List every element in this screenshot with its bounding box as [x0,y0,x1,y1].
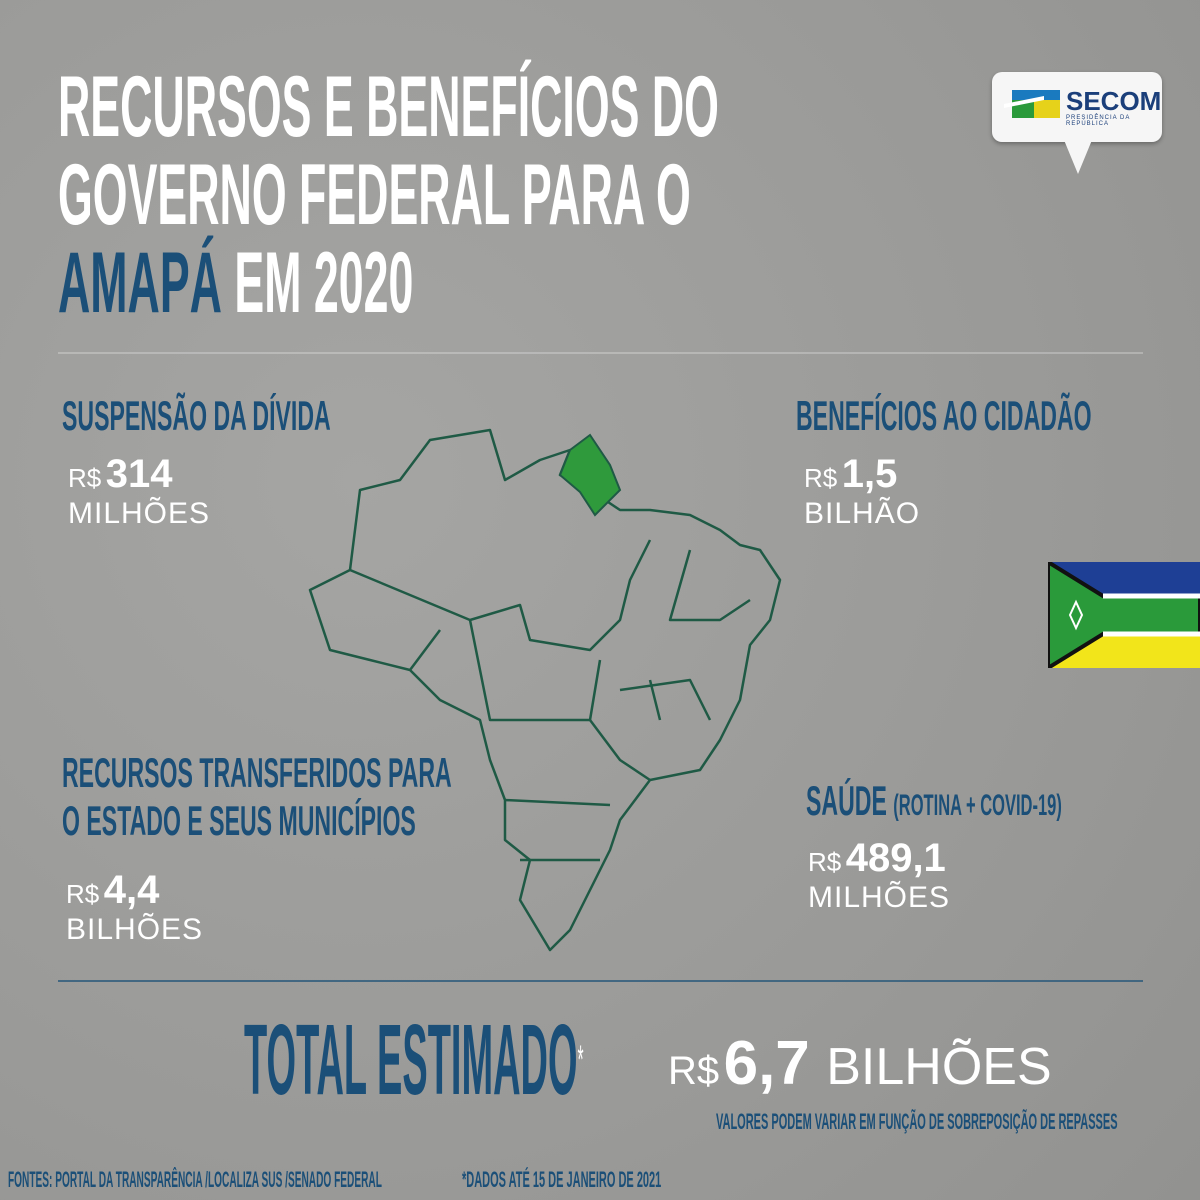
total-label: TOTAL ESTIMADO* [244,1004,584,1116]
amapa-state-highlight [558,433,622,517]
section-title-health: SAÚDE (ROTINA + COVID-19) [806,777,1062,824]
secom-logo: SECOM PRESIDÊNCIA DA REPÚBLICA [992,72,1162,174]
logo-name: SECOM [1066,86,1162,116]
logo-subtitle: PRESIDÊNCIA DA REPÚBLICA [1066,115,1131,127]
title-line-1: RECURSOS E BENEFÍCIOS DO [58,59,719,155]
footer-date-note: *DADOS ATÉ 15 DE JANEIRO DE 2021 [462,1167,662,1192]
state-borders [349,539,652,652]
footer-sources: FONTES: PORTAL DA TRANSPARÊNCIA /LOCALIZ… [8,1167,382,1192]
total-amount: R$ 6,7 BILHÕES [668,1029,1052,1098]
section-title-benefits: BENEFÍCIOS AO CIDADÃO [796,392,1092,439]
transfers-amount: R$ 4,4 BILHÕES [66,868,204,946]
state-borders [589,678,712,782]
state-borders [504,549,751,862]
section-title-debt: SUSPENSÃO DA DÍVIDA [62,392,331,439]
secom-emblem-icon [1004,90,1060,118]
total-note: VALORES PODEM VARIAR EM FUNÇÃO DE SOBREP… [716,1109,1118,1134]
title-line-2: GOVERNO FEDERAL PARA O [58,147,691,243]
state-borders [468,619,602,722]
section-title-transfers-1: RECURSOS TRANSFERIDOS PARA [62,749,452,796]
debt-amount: R$ 314 MILHÕES [68,452,211,530]
total-divider [58,980,1143,982]
brazil-map [308,428,782,952]
top-divider [58,352,1143,354]
benefits-amount: R$ 1,5 BILHÃO [804,452,921,530]
health-amount: R$ 489,1 MILHÕES [808,836,951,914]
amapa-flag [1048,562,1200,668]
section-title-transfers-2: O ESTADO E SEUS MUNICÍPIOS [62,797,416,844]
state-name: AMAPÁ [58,235,222,331]
brazil-outline [308,428,782,952]
title-line-3: AMAPÁ EM 2020 [58,240,413,326]
title-year: EM 2020 [234,235,414,331]
state-borders [409,629,662,721]
